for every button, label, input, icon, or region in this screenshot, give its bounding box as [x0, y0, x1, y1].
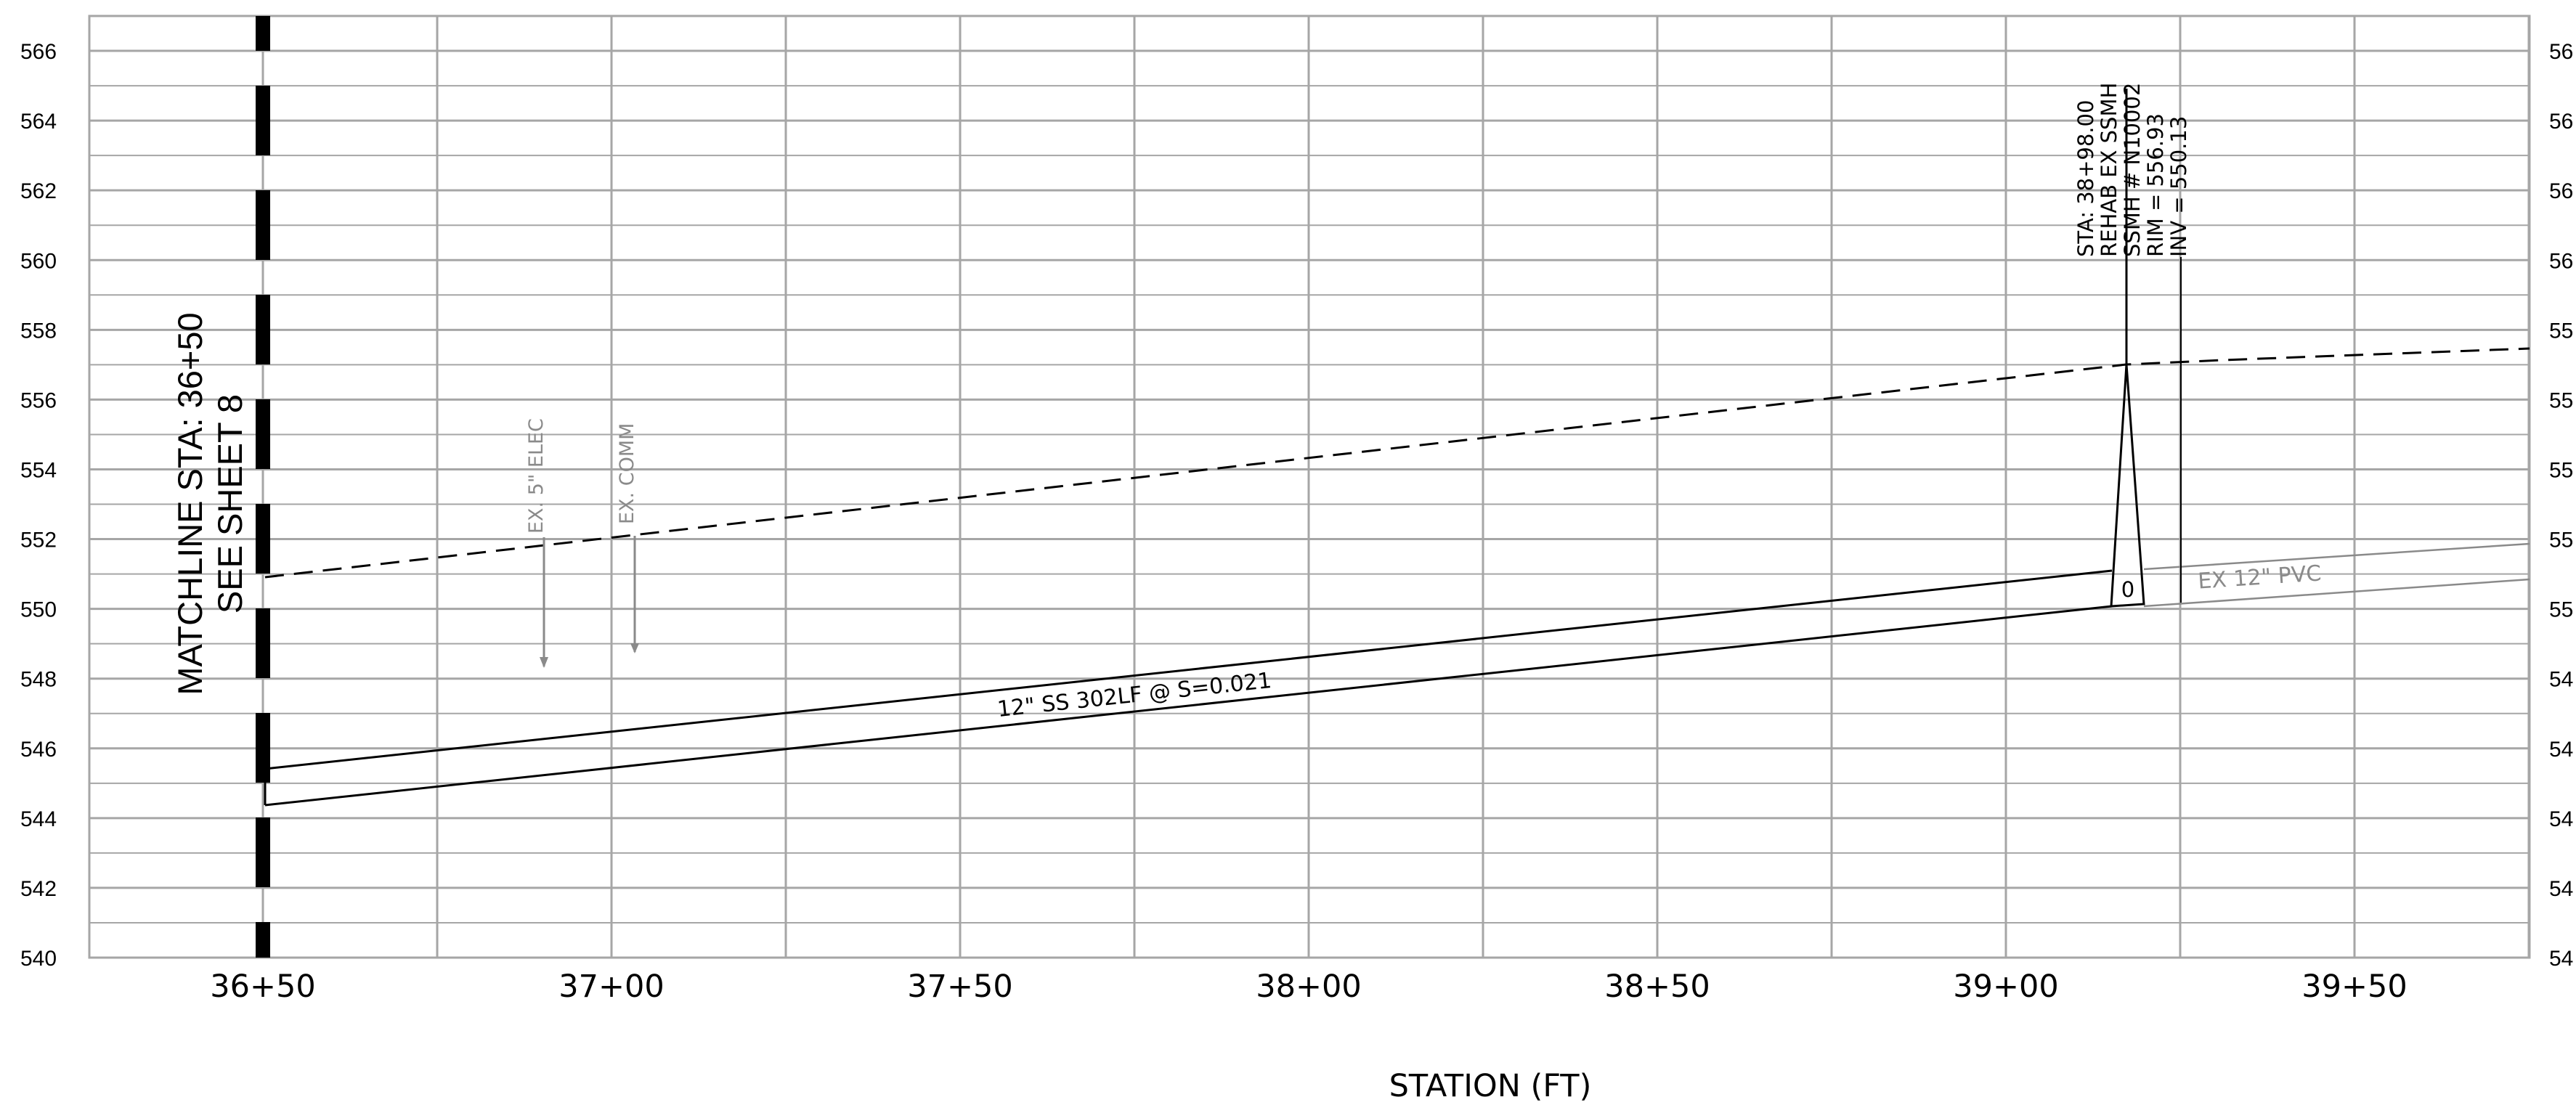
elevation-tick-label: 552 [20, 529, 57, 552]
elevation-tick-label-right: 54 [2549, 877, 2573, 901]
elevation-tick-label: 560 [20, 249, 57, 273]
elevation-axis-right: 56 56 56 56 55 55 55 55 55 54 54 54 54 54 [2549, 40, 2573, 971]
manhole-id-symbol: 0 [2121, 577, 2134, 602]
existing-comm-label: EX. COMM [616, 423, 638, 524]
manhole-callout-line: REHAB EX SSMH [2097, 83, 2121, 257]
elevation-tick-label-right: 55 [2549, 388, 2573, 412]
elevation-tick-label: 566 [20, 40, 57, 64]
proposed-pipe-crown [264, 569, 2113, 770]
elevation-tick-label-right: 55 [2549, 458, 2573, 482]
elevation-tick-label-right: 55 [2549, 529, 2573, 552]
profile-frame [88, 15, 2531, 959]
elevation-tick-label: 558 [20, 319, 57, 343]
manhole-callout-line: STA: 38+98.00 [2073, 100, 2098, 257]
elevation-tick-label: 540 [20, 947, 57, 971]
elevation-tick-label-right: 54 [2549, 807, 2573, 831]
station-axis-title: STATION (FT) [1389, 1068, 1592, 1104]
matchline-station-text: MATCHLINE STA: 36+50 [171, 312, 209, 695]
station-tick-label: 36+50 [210, 969, 315, 1005]
manhole-callout-line: RIM = 556.93 [2143, 113, 2168, 257]
manhole-symbol [2110, 89, 2145, 608]
station-axis: 36+50 37+00 37+50 38+00 38+50 39+00 39+50 [210, 969, 2407, 1005]
station-tick-label: 39+00 [1953, 969, 2058, 1005]
existing-electric-line [540, 537, 548, 668]
elevation-tick-label-right: 56 [2549, 110, 2573, 134]
elevation-tick-label-right: 56 [2549, 40, 2573, 64]
elevation-tick-label: 554 [20, 458, 57, 482]
vertical-grid-lines [261, 16, 2530, 958]
existing-electric-label: EX. 5" ELEC [525, 418, 548, 534]
station-tick-label: 37+50 [907, 969, 1012, 1005]
elevation-tick-label: 542 [20, 877, 57, 901]
elevation-tick-label: 556 [20, 388, 57, 412]
elevation-axis-left: 566 564 562 560 558 556 554 552 550 548 546 544 542 5… [20, 40, 57, 971]
existing-pvc-label: EX 12" PVC [2197, 560, 2322, 594]
elevation-tick-label-right: 54 [2549, 947, 2573, 971]
elevation-tick-label-right: 54 [2549, 738, 2573, 762]
elevation-tick-label-right: 54 [2549, 668, 2573, 692]
elevation-tick-label: 562 [20, 179, 57, 203]
elevation-tick-label-right: 56 [2549, 249, 2573, 273]
proposed-pipe-invert [264, 605, 2113, 807]
manhole-callout-line: SSMH # N10002 [2120, 83, 2145, 257]
station-tick-label: 37+00 [558, 969, 664, 1005]
elevation-tick-label: 564 [20, 110, 57, 134]
elevation-tick-label-right: 55 [2549, 598, 2573, 622]
elevation-tick-label: 548 [20, 668, 57, 692]
elevation-tick-label-right: 55 [2549, 319, 2573, 343]
elevation-tick-label: 544 [20, 807, 57, 831]
station-tick-label: 38+00 [1256, 969, 1361, 1005]
station-tick-label: 39+50 [2301, 969, 2407, 1005]
matchline-sheet-text: SEE SHEET 8 [211, 394, 249, 613]
existing-pvc-invert [2143, 578, 2530, 608]
existing-comm-line [630, 536, 639, 653]
existing-ground-profile [264, 347, 2530, 579]
station-tick-label: 38+50 [1604, 969, 1710, 1005]
elevation-tick-label: 546 [20, 738, 57, 762]
existing-pvc-crown [2143, 542, 2530, 571]
elevation-tick-label: 550 [20, 598, 57, 622]
elevation-tick-label-right: 56 [2549, 179, 2573, 203]
manhole-callout-line: INV = 550.13 [2166, 116, 2191, 257]
